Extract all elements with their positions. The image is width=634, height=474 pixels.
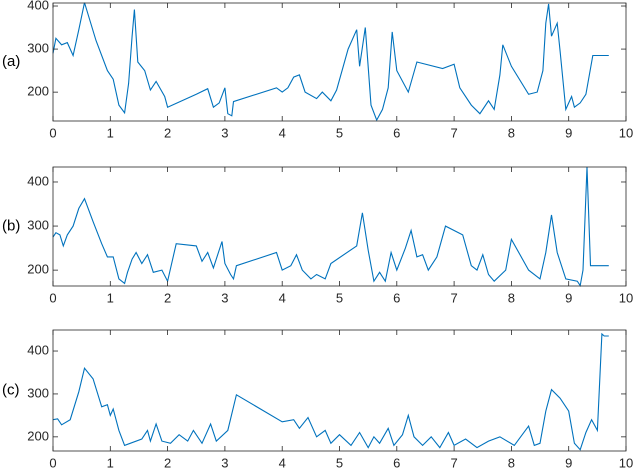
x-tick-label: 6: [393, 455, 400, 470]
axes-box: [52, 2, 627, 122]
x-tick-label: 4: [279, 455, 286, 470]
x-tick-label: 5: [336, 455, 343, 470]
x-tick-label: 3: [221, 290, 228, 305]
x-tick-label: 10: [619, 455, 633, 470]
x-tick-label: 8: [508, 455, 515, 470]
y-tick-label: 300: [27, 41, 49, 56]
panel-label: (c): [2, 381, 20, 398]
y-tick-label: 200: [27, 428, 49, 443]
y-tick-label: 400: [27, 173, 49, 188]
y-tick-label: 400: [27, 342, 49, 357]
y-tick-label: 200: [27, 84, 49, 99]
x-tick-label: 9: [565, 455, 572, 470]
x-tick-label: 4: [279, 290, 286, 305]
x-tick-label: 1: [107, 455, 114, 470]
x-tick-label: 2: [164, 455, 171, 470]
x-tick-label: 7: [450, 125, 457, 140]
x-tick-label: 2: [164, 290, 171, 305]
panel-label: (b): [2, 217, 20, 234]
data-line: [52, 2, 609, 122]
x-tick-label: 10: [619, 290, 633, 305]
x-tick-label: 1: [107, 125, 114, 140]
panel-label: (a): [2, 53, 20, 70]
x-tick-label: 3: [221, 455, 228, 470]
x-tick-label: 7: [450, 290, 457, 305]
x-tick-label: 0: [49, 125, 56, 140]
x-tick-label: 9: [565, 125, 572, 140]
axes-box: [52, 329, 627, 452]
y-tick-label: 200: [27, 262, 49, 277]
x-tick-label: 8: [508, 290, 515, 305]
x-tick-label: 9: [565, 290, 572, 305]
x-tick-label: 4: [279, 125, 286, 140]
x-tick-label: 6: [393, 290, 400, 305]
x-tick-label: 0: [49, 290, 56, 305]
y-tick-label: 300: [27, 217, 49, 232]
x-tick-label: 0: [49, 455, 56, 470]
x-tick-label: 6: [393, 125, 400, 140]
x-tick-label: 10: [619, 125, 633, 140]
x-tick-label: 2: [164, 125, 171, 140]
axes-box: [52, 166, 627, 287]
x-tick-label: 5: [336, 125, 343, 140]
x-tick-label: 3: [221, 125, 228, 140]
y-tick-label: 400: [27, 0, 49, 12]
data-line: [52, 166, 609, 288]
x-tick-label: 8: [508, 125, 515, 140]
x-tick-label: 1: [107, 290, 114, 305]
x-tick-label: 5: [336, 290, 343, 305]
data-line: [52, 332, 609, 451]
x-tick-label: 7: [450, 455, 457, 470]
y-tick-label: 300: [27, 385, 49, 400]
